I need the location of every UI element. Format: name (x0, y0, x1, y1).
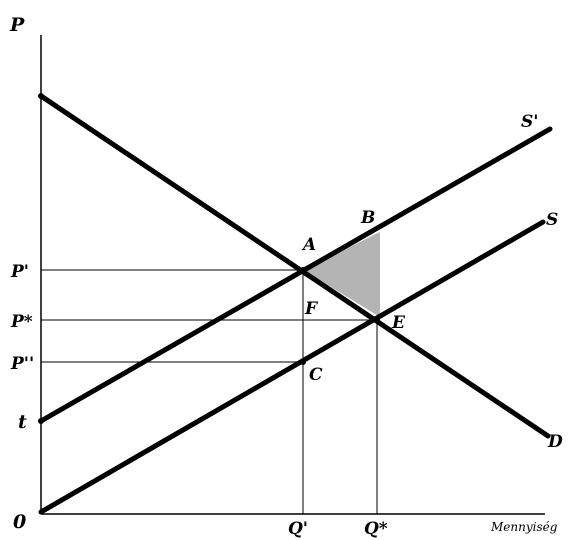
point-e-label: E (391, 313, 406, 333)
point-a-label: A (301, 235, 316, 255)
t-label: t (18, 411, 27, 433)
q-star-label: Q* (364, 519, 388, 539)
demand-intercept-dot (38, 93, 44, 99)
p-prime-label: P' (10, 262, 29, 282)
supply-shifted-label: S' (521, 112, 538, 132)
y-axis-label: P (9, 14, 25, 36)
t-dot (38, 418, 44, 424)
origin-label: 0 (13, 511, 26, 533)
point-a-dot (300, 267, 306, 273)
point-f-label: F (304, 299, 319, 319)
demand-curve (38, 93, 551, 439)
supply-label: S (546, 210, 558, 230)
deadweight-loss-area (303, 232, 380, 317)
point-b-label: B (360, 208, 375, 228)
p-double-prime-label: P'' (10, 354, 34, 374)
supply-shifted-curve (38, 126, 553, 424)
supply-curve (38, 219, 546, 515)
point-c-dot (300, 359, 306, 365)
point-c-label: C (309, 365, 323, 385)
demand-label: D (547, 432, 563, 452)
q-prime-label: Q' (288, 519, 308, 539)
point-e-dot (374, 317, 380, 323)
p-star-label: P* (10, 312, 33, 332)
x-axis-label: Mennyiség (490, 520, 558, 534)
